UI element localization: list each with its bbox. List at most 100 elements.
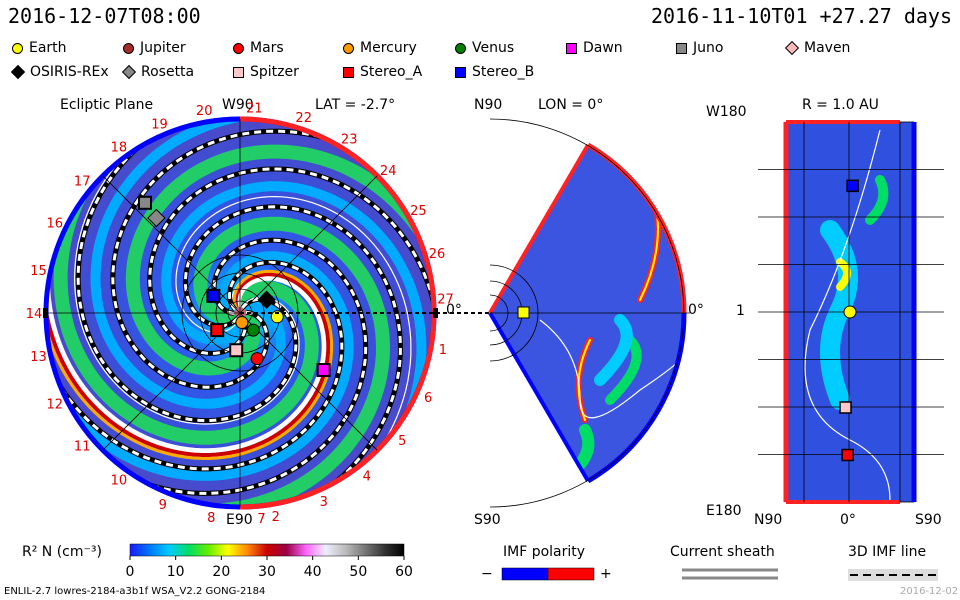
legend-label: Venus: [472, 40, 515, 56]
colorbar: 0 10 20 30 40 50 60: [126, 543, 413, 580]
circle-icon: [123, 42, 134, 54]
legend-item-mars: Mars: [233, 40, 284, 56]
radial-panel: [758, 120, 944, 504]
colorbar-tick-label: 60: [395, 564, 413, 580]
earth-marker: [270, 310, 284, 324]
legend-label: Stereo_B: [472, 64, 535, 80]
square-icon: [676, 42, 687, 54]
sector-number: 12: [47, 397, 64, 412]
time-right: 2016-11-10T01 +27.27 days: [650, 4, 952, 28]
sector-number: 15: [30, 264, 47, 279]
sector-number: 23: [341, 132, 358, 147]
sector-number: 11: [74, 439, 91, 454]
legend-item-earth: Earth: [12, 40, 67, 56]
meridional-right-label: 0°: [688, 302, 704, 318]
radial-x-mid: 0°: [840, 512, 856, 528]
legend-item-juno: Juno: [676, 40, 723, 56]
sector-number: 6: [424, 391, 432, 406]
dawn-marker: [316, 363, 331, 377]
legend-label: Stereo_A: [360, 64, 423, 80]
radial-spacecraft-markers: [839, 179, 859, 462]
legend-label: Earth: [29, 40, 67, 56]
ecliptic-title: Ecliptic Plane: [60, 97, 154, 113]
ecliptic-spacecraft-markers: [138, 195, 331, 377]
imf-plus: +: [600, 566, 612, 582]
sector-number: 18: [111, 140, 128, 155]
meridional-blob: [605, 335, 642, 405]
mercury-marker: [235, 316, 249, 329]
current-sheath-sample: [682, 568, 778, 580]
legend-item-spitzer: Spitzer: [233, 64, 299, 80]
sector-number: 21: [246, 102, 263, 117]
sector-number: 2: [272, 510, 280, 525]
imf-polarity-label: IMF polarity: [503, 544, 586, 560]
rosetta-marker: [147, 208, 166, 228]
meridional-lon-label: LON = 0°: [538, 97, 604, 113]
sector-number: 27: [437, 293, 454, 308]
radial-mid-left: 1: [736, 303, 745, 319]
square-icon: [566, 42, 577, 54]
sector-number: 13: [30, 350, 47, 365]
legend-label: Jupiter: [140, 40, 186, 56]
meridional-bottom-label: S90: [474, 512, 501, 528]
colorbar-tick-label: 0: [126, 564, 135, 580]
stereo_a-marker: [210, 323, 225, 338]
ecliptic-top-label: W90: [222, 97, 254, 113]
legend-label: Mercury: [360, 40, 417, 56]
ecliptic-bottom-label: E90: [226, 512, 253, 528]
stereo_a-radial-marker: [841, 448, 854, 462]
venus-marker: [246, 323, 260, 337]
legend-item-stereo_b: Stereo_B: [455, 64, 534, 80]
square-icon: [343, 66, 354, 78]
sector-number: 22: [295, 111, 312, 126]
radial-blob: [836, 258, 851, 291]
colorbar-tick-label: 10: [167, 564, 185, 580]
colorbar-label: R² N (cm⁻³): [22, 544, 102, 560]
colorbar-tick-label: 20: [212, 564, 230, 580]
stereo_b-radial-marker: [846, 179, 859, 193]
colorbar-tick-label: 40: [304, 564, 322, 580]
footer-date: 2016-12-02: [900, 586, 959, 597]
sector-number: 16: [47, 217, 64, 232]
meridional-blob: [594, 314, 633, 386]
meridional-panel: [488, 118, 690, 508]
legend-label: Rosetta: [141, 64, 195, 80]
sector-number: 3: [320, 495, 328, 510]
colorbar-tick-label: 50: [349, 564, 367, 580]
stereo_b-marker: [206, 288, 221, 303]
legend-item-mercury: Mercury: [343, 40, 417, 56]
sector-number: 14: [26, 307, 43, 322]
legend-label: Juno: [693, 40, 724, 56]
legend-label: Mars: [250, 40, 284, 56]
legend-label: Spitzer: [250, 64, 299, 80]
square-icon: [233, 66, 244, 78]
colorbar-tick-label: 30: [258, 564, 276, 580]
legend-item-venus: Venus: [455, 40, 514, 56]
legend-label: Maven: [804, 40, 851, 56]
legend-label: Dawn: [583, 40, 623, 56]
spitzer-marker: [229, 343, 244, 358]
colorbar-ticks: 0 10 20 30 40 50 60: [126, 556, 413, 580]
ecliptic-lat-label: LAT = -2.7°: [315, 97, 396, 113]
sector-number: 24: [380, 164, 397, 179]
legend-label: OSIRIS-REx: [30, 64, 109, 80]
sector-number: 7: [257, 512, 265, 527]
sector-number: 19: [151, 117, 168, 132]
osiris-rex-marker: [257, 290, 276, 309]
radial-x-right: S90: [915, 512, 942, 528]
tick-mark: [433, 308, 438, 318]
earth-radial-marker: [843, 305, 857, 319]
diagonal-line: [239, 175, 378, 314]
square-icon: [455, 66, 466, 78]
radial-blob: [820, 220, 858, 410]
juno-marker: [138, 195, 152, 210]
legend-item-dawn: Dawn: [566, 40, 623, 56]
spitzer-radial-marker: [839, 401, 852, 414]
radial-top-left: W180: [706, 104, 747, 120]
sector-number: 10: [111, 474, 128, 489]
sector-number: 5: [398, 434, 406, 449]
sector-number: 8: [207, 511, 215, 526]
current-sheath-label: Current sheath: [670, 544, 775, 560]
